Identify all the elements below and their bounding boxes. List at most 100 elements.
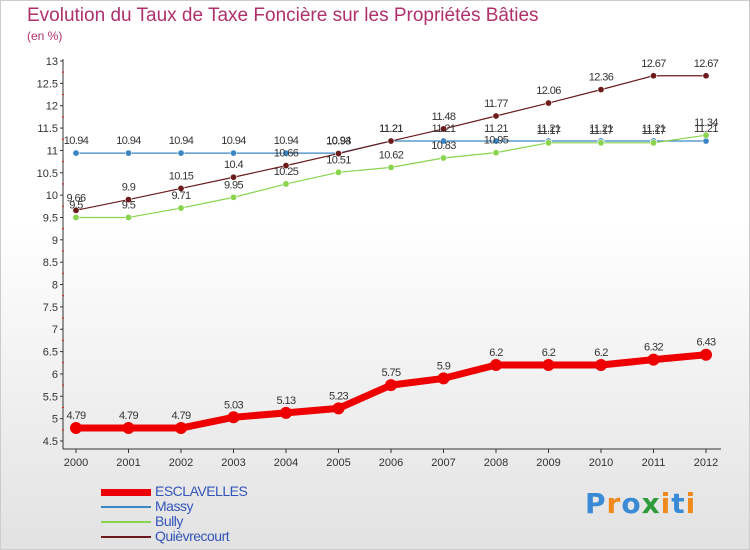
data-label-massy: 10.94 (274, 135, 299, 147)
data-label-bully: 11.17 (642, 125, 666, 137)
data-point-quièvrecourt (125, 196, 133, 204)
data-label-esclavelles: 4.79 (119, 410, 138, 422)
data-label-esclavelles: 6.2 (594, 347, 608, 359)
logo-letter: P (585, 487, 607, 520)
y-tick-label: 10.5 (37, 168, 58, 180)
data-point-esclavelles (595, 359, 607, 371)
data-label-esclavelles: 6.2 (542, 347, 556, 359)
data-label-esclavelles: 5.23 (329, 390, 348, 402)
y-tick-label: 4.5 (43, 436, 58, 448)
data-point-esclavelles (280, 406, 292, 419)
data-label-esclavelles: 5.13 (276, 395, 295, 407)
data-point-quièvrecourt (72, 206, 80, 214)
data-label-bully: 9.5 (69, 199, 83, 211)
chart-title: Evolution du Taux de Taxe Foncière sur l… (27, 5, 539, 26)
data-point-massy (439, 137, 447, 145)
x-tick-label: 2005 (326, 457, 350, 469)
legend-swatch (101, 506, 151, 508)
data-label-massy: 10.94 (326, 135, 351, 147)
data-label-massy: 10.94 (116, 135, 141, 147)
data-label-quièvrecourt: 10.15 (169, 170, 194, 182)
y-tick-label: 11.5 (37, 123, 58, 135)
data-point-quièvrecourt (387, 137, 395, 145)
data-point-bully (230, 193, 238, 201)
data-label-massy: 11.21 (589, 123, 613, 135)
data-label-massy: 10.94 (221, 135, 246, 147)
data-label-quièvrecourt: 11.48 (432, 111, 456, 123)
data-label-massy: 11.21 (694, 123, 718, 135)
data-label-quièvrecourt: 9.66 (66, 192, 85, 204)
x-tick-label: 2006 (379, 457, 403, 469)
data-label-bully: 9.5 (122, 199, 136, 211)
data-point-quièvrecourt (230, 173, 238, 181)
data-label-esclavelles: 4.79 (66, 410, 85, 422)
data-label-esclavelles: 6.2 (489, 347, 503, 359)
data-label-massy: 11.21 (379, 123, 403, 135)
x-tick-label: 2001 (116, 457, 140, 469)
data-point-massy (230, 149, 238, 157)
x-tick-label: 2003 (221, 457, 245, 469)
data-point-esclavelles (227, 411, 240, 424)
data-label-massy: 11.21 (484, 123, 508, 135)
data-label-quièvrecourt: 11.77 (484, 98, 508, 110)
x-tick-label: 2004 (274, 457, 298, 469)
data-point-massy (492, 137, 500, 145)
data-point-bully (544, 139, 552, 147)
legend-swatch (101, 521, 151, 523)
data-label-massy: 11.21 (432, 123, 456, 135)
data-label-bully: 10.83 (431, 140, 456, 152)
data-point-esclavelles (70, 422, 82, 435)
data-label-bully: 10.62 (379, 149, 404, 161)
data-point-bully (282, 180, 290, 188)
data-point-quièvrecourt (439, 125, 447, 133)
data-label-bully: 10.95 (484, 135, 509, 147)
y-tick-label: 5.5 (43, 391, 58, 403)
data-point-quièvrecourt (334, 150, 342, 158)
data-point-bully (177, 204, 185, 212)
x-tick-label: 2000 (64, 457, 88, 469)
data-point-quièvrecourt (649, 72, 657, 80)
data-point-esclavelles (175, 422, 187, 435)
data-label-massy: 10.94 (64, 135, 89, 147)
data-point-massy (282, 149, 290, 157)
data-point-esclavelles (542, 359, 555, 371)
x-tick-label: 2008 (484, 457, 508, 469)
data-label-quièvrecourt: 9.9 (122, 182, 136, 194)
y-axis-unit: (en %) (27, 29, 63, 43)
data-point-bully (334, 168, 342, 176)
y-tick-label: 10 (46, 190, 58, 202)
data-point-bully (72, 213, 80, 221)
data-point-bully (597, 139, 605, 147)
y-tick-label: 8.5 (43, 257, 58, 269)
y-tick-label: 7.5 (43, 302, 58, 314)
data-label-bully: 10.25 (274, 166, 299, 178)
y-tick-label: 8 (52, 280, 58, 292)
data-point-bully (492, 149, 500, 157)
data-label-quièvrecourt: 12.67 (641, 58, 666, 70)
y-tick-label: 6 (52, 369, 58, 381)
data-point-esclavelles (122, 422, 135, 435)
x-tick-label: 2009 (536, 457, 560, 469)
data-point-bully (649, 139, 657, 147)
data-label-quièvrecourt: 10.66 (274, 148, 299, 160)
data-label-bully: 9.71 (171, 190, 190, 202)
logo-letter: r (606, 487, 622, 520)
data-point-quièvrecourt (702, 72, 710, 80)
data-point-esclavelles (647, 353, 660, 366)
data-label-bully: 9.95 (224, 179, 243, 191)
data-label-quièvrecourt: 12.67 (694, 58, 719, 70)
x-tick-label: 2011 (642, 457, 666, 469)
data-label-bully: 10.51 (326, 154, 351, 166)
data-point-quièvrecourt (177, 184, 185, 192)
data-label-massy: 11.21 (642, 123, 666, 135)
logo-letter: o (621, 487, 642, 520)
y-tick-label: 9.5 (43, 212, 58, 224)
x-tick-label: 2012 (694, 457, 718, 469)
x-tick-label: 2002 (169, 457, 193, 469)
data-label-esclavelles: 6.32 (644, 342, 663, 354)
data-point-esclavelles (700, 348, 712, 361)
data-point-esclavelles (385, 379, 397, 392)
y-tick-label: 6.5 (43, 347, 58, 359)
